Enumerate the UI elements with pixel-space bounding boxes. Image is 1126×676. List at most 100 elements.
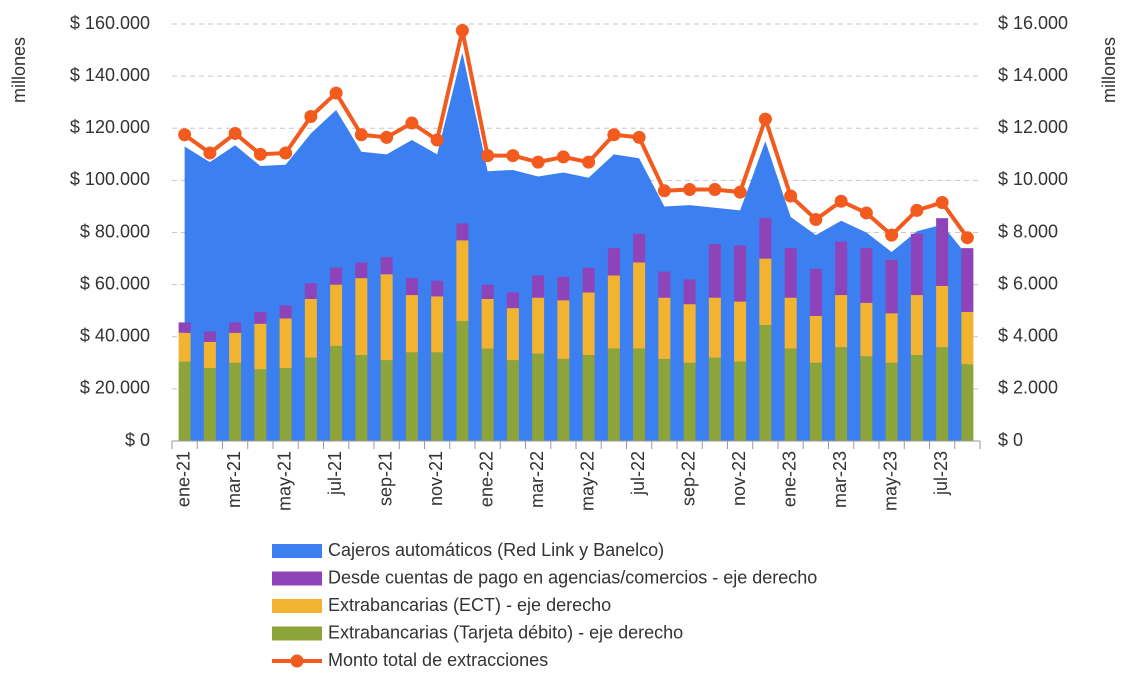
legend-label: Monto total de extracciones <box>328 650 548 670</box>
bar <box>910 295 923 355</box>
line-point <box>203 146 217 160</box>
y2-tick-label: $ 16.000 <box>998 13 1068 33</box>
bar <box>936 347 949 441</box>
x-tick-label: ene-22 <box>476 451 496 507</box>
y-tick-label: $ 140.000 <box>70 65 150 85</box>
y-tick-label: $ 0 <box>125 430 150 450</box>
x-tick-label: nov-21 <box>426 451 446 506</box>
line-point <box>253 147 267 161</box>
line-point <box>279 146 293 160</box>
bar <box>304 298 317 358</box>
y2-axis-title: millones <box>1099 37 1119 103</box>
x-tick-label: mar-23 <box>830 451 850 508</box>
bar <box>355 262 368 279</box>
x-tick-label: ene-23 <box>779 451 799 507</box>
y-tick-label: $ 100.000 <box>70 169 150 189</box>
bar <box>734 245 747 302</box>
bar <box>860 356 873 441</box>
bar <box>203 331 216 342</box>
line-point <box>632 130 646 144</box>
bar <box>607 275 620 349</box>
bar <box>229 322 242 333</box>
bar <box>885 362 898 441</box>
bar <box>279 305 292 319</box>
y-tick-label: $ 60.000 <box>80 273 150 293</box>
bar <box>178 361 191 441</box>
y2-tick-label: $ 4.000 <box>998 326 1058 346</box>
legend-swatch-point <box>290 654 304 668</box>
bar <box>885 313 898 363</box>
legend-label: Cajeros automáticos (Red Link y Banelco) <box>328 540 664 560</box>
legend-swatch <box>272 571 322 586</box>
bar <box>784 348 797 441</box>
line-point <box>758 112 772 126</box>
bar <box>936 285 949 348</box>
x-tick-label: mar-21 <box>224 451 244 508</box>
line-point <box>809 212 823 226</box>
line-point <box>430 133 444 147</box>
line-point <box>784 189 798 203</box>
bar <box>229 362 242 441</box>
bar <box>683 279 696 305</box>
x-tick-label: sep-22 <box>678 451 698 506</box>
x-tick-label: may-23 <box>880 451 900 511</box>
x-tick-label: may-21 <box>274 451 294 511</box>
bar <box>633 262 646 349</box>
legend-label: Desde cuentas de pago en agencias/comerc… <box>328 567 817 587</box>
bar <box>860 302 873 357</box>
bar <box>708 244 721 298</box>
bar <box>254 311 267 324</box>
x-tick-label: jul-21 <box>325 451 345 496</box>
line-point <box>935 196 949 210</box>
legend-label: Extrabancarias (ECT) - eje derecho <box>328 595 611 615</box>
bar <box>658 271 671 298</box>
line-point <box>506 149 520 163</box>
bar <box>633 233 646 263</box>
bar <box>809 362 822 441</box>
bar <box>734 361 747 441</box>
bar <box>254 369 267 441</box>
bar <box>557 276 570 301</box>
bar <box>910 233 923 296</box>
bar <box>607 348 620 441</box>
bar <box>961 248 974 312</box>
bar <box>784 248 797 298</box>
y-axis-title: millones <box>9 37 29 103</box>
x-tick-label: may-22 <box>577 451 597 511</box>
bar <box>809 315 822 363</box>
x-tick-label: jul-23 <box>931 451 951 496</box>
legend-item: Extrabancarias (ECT) - eje derecho <box>272 595 611 615</box>
bar <box>380 360 393 441</box>
bar <box>582 267 595 293</box>
bar <box>683 362 696 441</box>
bar <box>506 360 519 441</box>
bar <box>304 357 317 441</box>
bar <box>279 368 292 441</box>
legend-swatch <box>272 599 322 613</box>
y-tick-label: $ 80.000 <box>80 221 150 241</box>
bar <box>734 301 747 362</box>
y-tick-label: $ 20.000 <box>80 378 150 398</box>
bar <box>759 325 772 441</box>
bar <box>330 267 343 285</box>
bar <box>203 341 216 369</box>
bar <box>203 368 216 441</box>
x-tick-label: jul-22 <box>628 451 648 496</box>
legend-item: Extrabancarias (Tarjeta débito) - eje de… <box>272 622 683 642</box>
y-tick-label: $ 120.000 <box>70 117 150 137</box>
line-point <box>708 182 722 196</box>
bar <box>582 292 595 355</box>
line-point <box>960 231 974 245</box>
bar <box>532 353 545 441</box>
bar <box>582 354 595 441</box>
bar <box>330 345 343 441</box>
legend-label: Extrabancarias (Tarjeta débito) - eje de… <box>328 622 683 642</box>
bar <box>405 352 418 441</box>
bar <box>229 332 242 363</box>
bar <box>936 218 949 286</box>
bar <box>405 278 418 296</box>
bar <box>330 284 343 346</box>
line-point <box>683 182 697 196</box>
legend-item: Desde cuentas de pago en agencias/comerc… <box>272 567 817 587</box>
